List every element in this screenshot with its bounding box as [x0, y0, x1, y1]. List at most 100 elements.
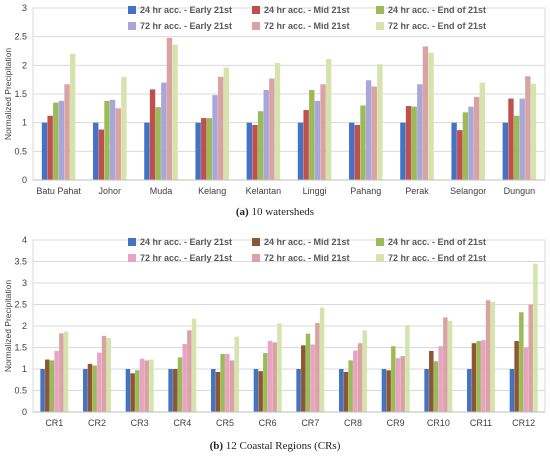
x-tick-label: CR11: [470, 418, 492, 428]
y-tick-label: 2.5: [14, 32, 27, 42]
bar: [104, 100, 110, 180]
bar: [155, 107, 161, 180]
legend-item: 24 hr acc. - Mid 21st: [252, 237, 350, 247]
legend-swatch: [376, 22, 384, 30]
bar: [225, 353, 230, 412]
legend-item: 72 hr acc. - Early 21st: [128, 253, 232, 263]
legend-label: 72 hr acc. - Early 21st: [140, 21, 232, 31]
chart-caption-watersheds: (a) 10 watersheds: [0, 206, 550, 218]
bar: [362, 330, 367, 412]
legend-label: 24 hr acc. - End of 21st: [388, 5, 486, 15]
x-tick-label: Pahang: [350, 186, 381, 196]
x-tick-label: Kelantan: [246, 186, 282, 196]
legend-item: 72 hr acc. - End of 21st: [376, 253, 486, 263]
bar: [98, 129, 105, 180]
legend-label: 72 hr acc. - Early 21st: [140, 253, 232, 263]
bar: [63, 331, 69, 412]
bar: [139, 358, 145, 412]
bar: [315, 322, 320, 412]
bar: [69, 53, 76, 180]
legend-swatch: [128, 254, 136, 262]
bar: [217, 76, 224, 180]
y-tick-label: 1.5: [14, 89, 27, 99]
bar: [309, 89, 315, 180]
legend-label: 72 hr acc. - End of 21st: [388, 21, 486, 31]
bar: [525, 76, 531, 180]
bar: [438, 346, 443, 412]
bar: [353, 350, 358, 412]
bar: [417, 84, 423, 180]
legend-swatch: [128, 6, 136, 14]
bar: [343, 372, 349, 412]
caption-text: 12 Coastal Regions (CRs): [225, 440, 341, 452]
bar: [530, 83, 537, 180]
y-tick-label: 2: [22, 321, 27, 331]
bar: [195, 122, 201, 180]
legend-swatch: [128, 22, 136, 30]
bar: [229, 360, 235, 412]
bar: [301, 345, 306, 412]
bar: [149, 359, 154, 412]
bar: [467, 369, 472, 412]
y-tick-label: 4: [22, 235, 27, 245]
bar: [320, 84, 326, 180]
bar: [443, 317, 448, 412]
bar: [462, 112, 469, 180]
legend-label: 24 hr acc. - Early 21st: [140, 237, 232, 247]
bar: [433, 361, 439, 412]
bar: [319, 307, 325, 412]
chart-coastal-regions: 0 0.5 1 1.5 2 2.5 3 3.5 4 Normalized Precipitatio…: [3, 235, 546, 428]
y-tick-label: 3.5: [14, 257, 27, 267]
chart-panel-watersheds: 0 0.5 1 1.5 2 2.5 3 Normalized Precipitation Bat…: [0, 0, 550, 230]
bar: [173, 369, 178, 412]
bar: [53, 102, 59, 180]
bar: [263, 353, 268, 412]
bar: [365, 80, 372, 180]
legend-item: 24 hr acc. - Early 21st: [128, 237, 232, 247]
legend-label: 24 hr acc. - Early 21st: [140, 5, 232, 15]
chart-caption-coastal-regions: (b) 12 Coastal Regions (CRs): [0, 440, 550, 452]
y-tick-label: 2: [22, 60, 27, 70]
y-tick-label: 3: [22, 278, 27, 288]
bar: [523, 347, 529, 412]
bar: [277, 323, 282, 412]
legend-item: 72 hr acc. - End of 21st: [376, 21, 486, 31]
legend-item: 24 hr acc. - End of 21st: [376, 5, 486, 15]
x-tick-label: CR1: [45, 418, 63, 428]
legend-item: 24 hr acc. - End of 21st: [376, 237, 486, 247]
y-tick-label: 0.5: [14, 386, 27, 396]
bar: [354, 124, 361, 180]
bar: [400, 122, 406, 180]
x-tick-label: CR6: [259, 418, 277, 428]
legend-label: 72 hr acc. - Mid 21st: [264, 21, 350, 31]
bar: [258, 371, 263, 412]
bar: [386, 370, 391, 412]
bar: [212, 95, 218, 180]
bar: [272, 342, 277, 412]
x-tick-label: Johor: [99, 186, 122, 196]
bar: [377, 64, 383, 180]
legend-label: 24 hr acc. - Mid 21st: [264, 5, 350, 15]
bar: [166, 37, 173, 181]
chart-watersheds: 0 0.5 1 1.5 2 2.5 3 Normalized Precipitation Bat…: [3, 3, 546, 196]
bar: [263, 89, 269, 180]
bar: [429, 350, 434, 412]
bar: [485, 300, 491, 412]
bar: [59, 333, 64, 412]
bar: [314, 100, 321, 180]
bar: [476, 341, 481, 412]
bar: [391, 346, 396, 412]
bar: [201, 118, 207, 180]
bar: [234, 336, 239, 412]
x-tick-label: Batu Pahat: [36, 186, 81, 196]
bar: [528, 304, 533, 412]
bar: [473, 96, 480, 180]
bar: [533, 263, 538, 412]
bar: [191, 318, 197, 412]
bar: [296, 369, 301, 412]
bar: [172, 44, 178, 181]
bar: [109, 99, 116, 180]
y-tick-label: 0: [22, 175, 27, 185]
x-tick-label: CR7: [301, 418, 319, 428]
bar: [422, 46, 429, 181]
